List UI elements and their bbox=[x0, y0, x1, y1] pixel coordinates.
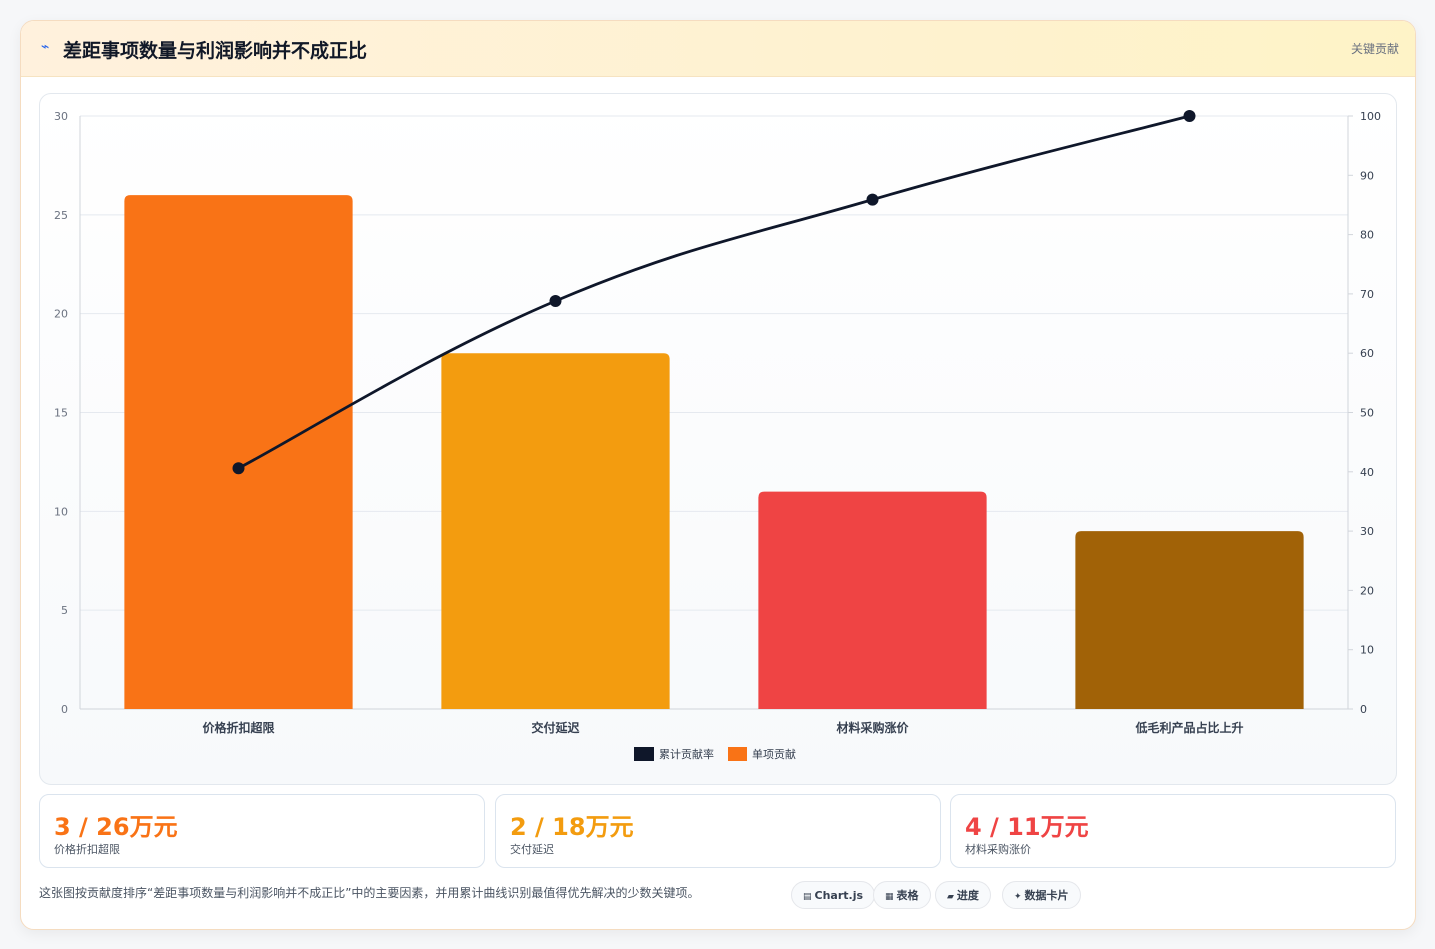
y2-tick-label: 80 bbox=[1360, 229, 1374, 242]
bar bbox=[441, 353, 670, 709]
kpi-card-3: 4 / 11万元 材料采购涨价 bbox=[950, 794, 1396, 868]
kpi-value: 2 / 18万元 bbox=[510, 813, 634, 841]
kpi-label: 交付延迟 bbox=[510, 843, 554, 856]
bar bbox=[1075, 531, 1304, 709]
kpi-label: 价格折扣超限 bbox=[54, 843, 120, 856]
y-tick-label: 25 bbox=[54, 209, 68, 222]
y-tick-label: 30 bbox=[54, 110, 68, 123]
legend-label: 单项贡献 bbox=[752, 747, 796, 761]
y2-tick-label: 50 bbox=[1360, 407, 1374, 420]
y-tick-label: 15 bbox=[54, 407, 68, 420]
kpi-card-1: 3 / 26万元 价格折扣超限 bbox=[39, 794, 485, 868]
y2-tick-label: 70 bbox=[1360, 288, 1374, 301]
legend-swatch-line bbox=[634, 747, 654, 761]
y-tick-label: 10 bbox=[54, 505, 68, 518]
footer-note: 这张图按贡献度排序“差距事项数量与利润影响并不成正比”中的主要因素，并用累计曲线… bbox=[39, 886, 700, 900]
tag-table[interactable]: ▦ 表格 bbox=[873, 881, 931, 909]
legend-swatch-bar bbox=[728, 747, 747, 761]
pareto-chart: 0 5 10 15 20 25 30 0 10 20 30 40 50 60 70 80 90 100 价格折扣超限… bbox=[54, 110, 1381, 761]
kpi-value: 3 / 26万元 bbox=[54, 813, 178, 841]
tag-chartjs[interactable]: ▤ Chart.js bbox=[791, 881, 876, 909]
card: ⌁ 差距事项数量与利润影响并不成正比 关键贡献 0 5 10 15 20 25 30 0 10 2… bbox=[20, 20, 1416, 930]
y2-tick-label: 40 bbox=[1360, 466, 1374, 479]
line-point bbox=[1183, 110, 1196, 122]
table-icon: ▦ bbox=[885, 892, 894, 902]
cumulative-line bbox=[237, 114, 1190, 470]
y2-tick-label: 0 bbox=[1360, 703, 1367, 716]
y2-tick-label: 10 bbox=[1360, 644, 1374, 657]
kpi-label: 材料采购涨价 bbox=[965, 843, 1031, 856]
chart-icon: ▤ bbox=[803, 892, 812, 902]
line-point bbox=[866, 193, 879, 206]
x-tick-label: 交付延迟 bbox=[531, 720, 579, 735]
y-tick-label: 0 bbox=[61, 703, 68, 716]
x-tick-label: 材料采购涨价 bbox=[835, 720, 909, 735]
header-right-label: 关键贡献 bbox=[1350, 42, 1399, 56]
progress-icon: ▰ bbox=[947, 892, 954, 902]
y-tick-label: 5 bbox=[61, 604, 68, 617]
y2-tick-label: 30 bbox=[1360, 525, 1374, 538]
line-point bbox=[232, 462, 245, 475]
page-title: 差距事项数量与利润影响并不成正比 bbox=[63, 40, 368, 62]
chart-container: 0 5 10 15 20 25 30 0 10 20 30 40 50 60 70 80 90 100 价格折扣超限… bbox=[39, 93, 1397, 785]
sparkle-icon: ✦ bbox=[1014, 892, 1022, 902]
y2-tick-label: 60 bbox=[1360, 347, 1374, 360]
bar bbox=[124, 195, 353, 710]
kpi-value: 4 / 11万元 bbox=[965, 813, 1089, 841]
tag-label: 进度 bbox=[956, 889, 979, 902]
tag-label: Chart.js bbox=[814, 889, 864, 902]
y2-tick-label: 20 bbox=[1360, 584, 1374, 597]
tag-progress[interactable]: ▰ 进度 bbox=[935, 881, 991, 909]
lightning-icon: ⌁ bbox=[41, 39, 50, 55]
bar bbox=[758, 491, 987, 709]
x-tick-label: 价格折扣超限 bbox=[202, 720, 274, 735]
tag-label: 数据卡片 bbox=[1024, 889, 1069, 902]
y2-tick-label: 90 bbox=[1360, 169, 1374, 182]
legend-label: 累计贡献率 bbox=[659, 747, 714, 761]
card-header: ⌁ 差距事项数量与利润影响并不成正比 关键贡献 bbox=[21, 21, 1415, 77]
tag-label: 表格 bbox=[896, 889, 919, 902]
x-tick-label: 低毛利产品占比上升 bbox=[1134, 720, 1243, 735]
line-point bbox=[549, 295, 562, 308]
kpi-card-2: 2 / 18万元 交付延迟 bbox=[495, 794, 941, 868]
y2-tick-label: 100 bbox=[1360, 110, 1381, 123]
tag-data-card[interactable]: ✦ 数据卡片 bbox=[1002, 881, 1081, 909]
y-tick-label: 20 bbox=[54, 308, 68, 321]
